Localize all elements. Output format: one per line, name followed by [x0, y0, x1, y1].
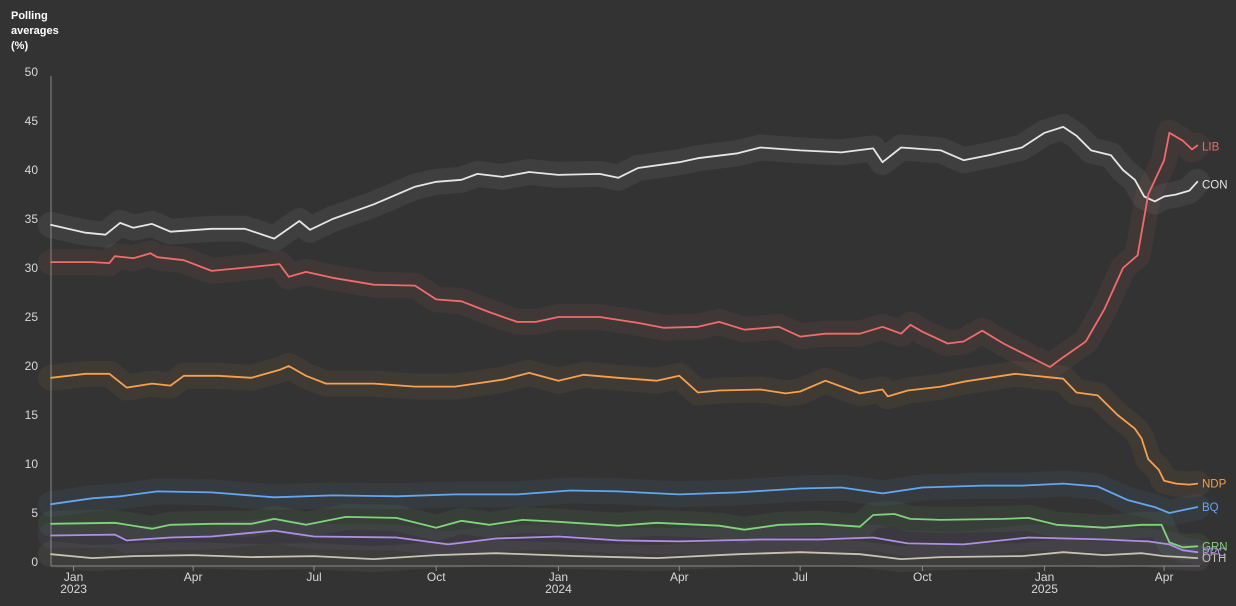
- chart-title-line-3: (%): [11, 40, 28, 52]
- label-oth: OTH: [1202, 553, 1226, 565]
- y-tick-label: 50: [25, 65, 39, 79]
- x-tick-label: Jan: [549, 570, 568, 584]
- label-lib: LIB: [1202, 141, 1220, 153]
- label-ndp: NDP: [1202, 479, 1227, 491]
- x-tick-label: Jul: [306, 570, 321, 584]
- y-tick-label: 40: [25, 163, 39, 177]
- y-tick-label: 15: [25, 408, 39, 422]
- y-tick-label: 10: [25, 457, 39, 471]
- line-oth: [50, 551, 1199, 560]
- y-tick-label: 25: [25, 310, 39, 324]
- label-bq: BQ: [1202, 502, 1219, 514]
- x-tick-label: Jan: [1035, 570, 1054, 584]
- x-tick-year-label: 2024: [545, 582, 572, 596]
- line-ppc: [50, 529, 1199, 554]
- y-tick-label: 30: [25, 261, 39, 275]
- y-tick-label: 35: [25, 212, 39, 226]
- y-tick-label: 20: [25, 359, 39, 373]
- y-tick-label: 0: [31, 555, 38, 569]
- uncertainty-bands: [38, 113, 1211, 573]
- x-tick-year-label: 2023: [60, 582, 87, 596]
- line-ndp: [50, 365, 1199, 486]
- label-con: CON: [1202, 180, 1228, 192]
- x-tick-label: Apr: [670, 570, 689, 584]
- chart-title-line-1: Polling: [11, 10, 48, 22]
- x-tick-label: Oct: [427, 570, 446, 584]
- x-tick-label: Apr: [184, 570, 203, 584]
- y-tick-label: 5: [31, 506, 38, 520]
- label-grn: GRN: [1202, 541, 1228, 553]
- line-lib: [50, 131, 1199, 368]
- band-con: [38, 113, 1211, 252]
- line-grn: [50, 513, 1199, 549]
- x-tick-year-label: 2025: [1031, 582, 1058, 596]
- band-ndp: [38, 353, 1211, 498]
- x-tick-label: Jan: [64, 570, 83, 584]
- label-ppc: PPC: [1202, 547, 1226, 559]
- x-tick-label: Jul: [793, 570, 808, 584]
- chart-title-line-2: averages: [11, 25, 59, 37]
- series-lines: [50, 126, 1199, 560]
- y-tick-label: 45: [25, 114, 39, 128]
- x-tick-label: Apr: [1155, 570, 1174, 584]
- line-bq: [50, 482, 1199, 514]
- line-con: [50, 126, 1199, 240]
- x-tick-label: Oct: [913, 570, 932, 584]
